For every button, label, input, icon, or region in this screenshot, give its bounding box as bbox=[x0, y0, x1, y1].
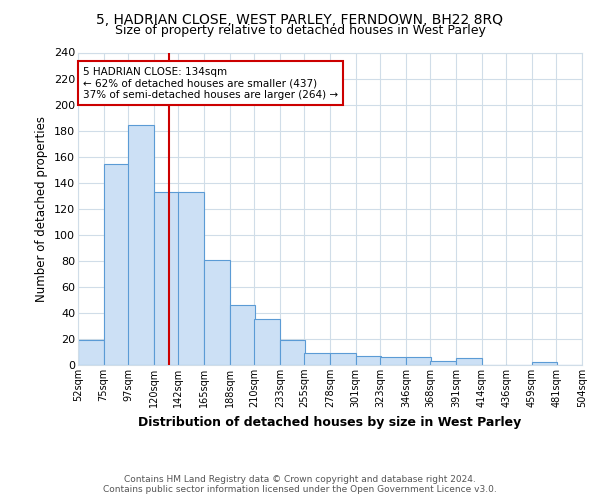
Bar bbox=[430, 361, 456, 365]
Bar bbox=[330, 354, 356, 365]
Bar bbox=[154, 192, 179, 365]
Text: Contains HM Land Registry data © Crown copyright and database right 2024.
Contai: Contains HM Land Registry data © Crown c… bbox=[103, 474, 497, 494]
Bar bbox=[204, 260, 230, 365]
Bar bbox=[104, 164, 129, 365]
Bar bbox=[280, 340, 305, 365]
Text: 5 HADRIAN CLOSE: 134sqm
← 62% of detached houses are smaller (437)
37% of semi-d: 5 HADRIAN CLOSE: 134sqm ← 62% of detache… bbox=[83, 66, 338, 100]
Bar bbox=[230, 305, 255, 365]
Bar bbox=[406, 357, 431, 365]
Bar bbox=[128, 126, 154, 365]
Text: 5, HADRIAN CLOSE, WEST PARLEY, FERNDOWN, BH22 8RQ: 5, HADRIAN CLOSE, WEST PARLEY, FERNDOWN,… bbox=[97, 12, 503, 26]
Bar bbox=[456, 358, 482, 365]
X-axis label: Distribution of detached houses by size in West Parley: Distribution of detached houses by size … bbox=[139, 416, 521, 428]
Bar bbox=[380, 357, 406, 365]
Y-axis label: Number of detached properties: Number of detached properties bbox=[35, 116, 49, 302]
Bar bbox=[254, 320, 280, 365]
Bar bbox=[532, 362, 557, 365]
Bar bbox=[178, 192, 204, 365]
Bar bbox=[356, 356, 381, 365]
Bar bbox=[78, 340, 104, 365]
Text: Size of property relative to detached houses in West Parley: Size of property relative to detached ho… bbox=[115, 24, 485, 37]
Bar bbox=[304, 354, 330, 365]
